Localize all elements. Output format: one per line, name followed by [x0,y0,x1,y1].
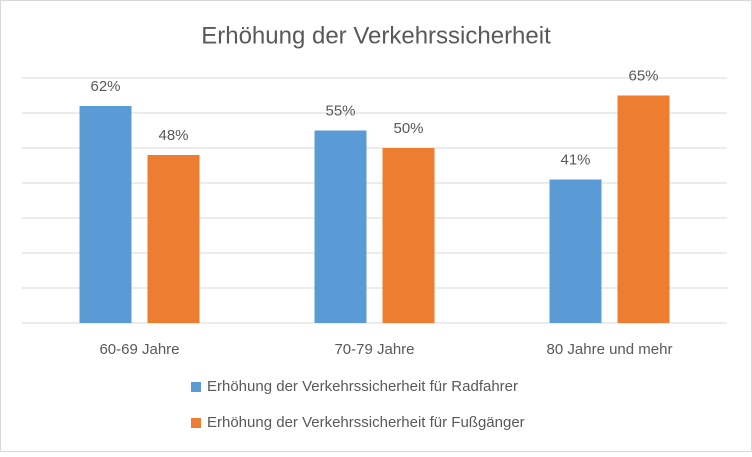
data-label: 65% [628,67,658,84]
x-tick-label: 60-69 Jahre [99,341,179,358]
x-tick-label: 80 Jahre und mehr [547,341,673,358]
bar [79,106,132,323]
data-label: 62% [90,78,120,95]
x-tick-label: 70-79 Jahre [334,341,414,358]
bar [382,148,435,323]
bar [617,95,670,323]
legend-marker [191,418,201,428]
data-label: 50% [393,120,423,137]
chart-title: Erhöhung der Verkehrssicherheit [201,22,551,49]
legend-label: Erhöhung der Verkehrssicherheit für Radf… [207,378,518,395]
data-label: 55% [325,102,355,119]
bar [314,130,367,323]
legend-marker [191,382,201,392]
bar [147,155,200,323]
data-label: 48% [158,127,188,144]
data-label: 41% [560,151,590,168]
legend-label: Erhöhung der Verkehrssicherheit für Fußg… [207,414,525,431]
bar [549,179,602,323]
